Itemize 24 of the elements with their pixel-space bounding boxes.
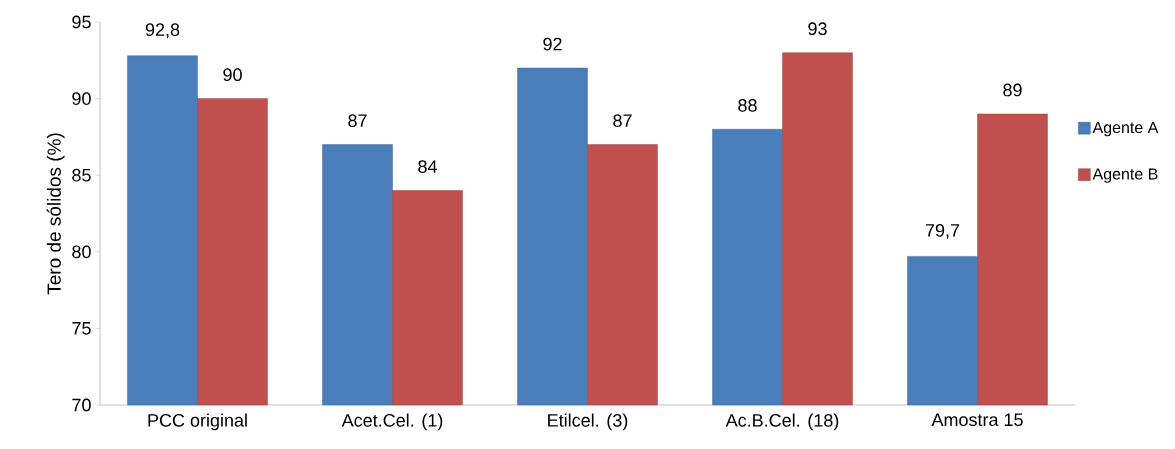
x-tick-label: Etilcel. (3) bbox=[548, 413, 628, 431]
y-tick-label: 85 bbox=[72, 168, 91, 182]
data-label: 92 bbox=[543, 37, 562, 51]
x-tick-label: PCC original bbox=[148, 413, 247, 431]
data-label: 87 bbox=[348, 114, 367, 128]
y-tick-label: 75 bbox=[72, 322, 91, 335]
y-tick-label: 70 bbox=[72, 398, 91, 412]
y-tick-label: 80 bbox=[72, 245, 91, 259]
data-label: 79,7 bbox=[925, 223, 960, 239]
x-tick-label: Ac.B.Cel. (18) bbox=[725, 413, 839, 431]
data-label: 84 bbox=[418, 160, 437, 173]
data-label: 90 bbox=[223, 68, 242, 82]
legend-label: Agente A bbox=[1092, 121, 1159, 137]
x-tick-label: Amostra 15 bbox=[931, 413, 1023, 427]
data-label: 93 bbox=[808, 22, 827, 36]
y-tick-label: 95 bbox=[72, 15, 91, 29]
data-label: 88 bbox=[738, 98, 757, 112]
y-axis-title: Tero de sólidos (%) bbox=[46, 133, 65, 295]
y-tick-label: 90 bbox=[72, 92, 91, 105]
data-label: 92,8 bbox=[145, 23, 180, 39]
data-label: 87 bbox=[613, 114, 632, 128]
legend-label: Agente B bbox=[1092, 168, 1158, 183]
data-label: 89 bbox=[1003, 83, 1022, 97]
x-tick-label: Acet.Cel. (1) bbox=[341, 413, 443, 431]
